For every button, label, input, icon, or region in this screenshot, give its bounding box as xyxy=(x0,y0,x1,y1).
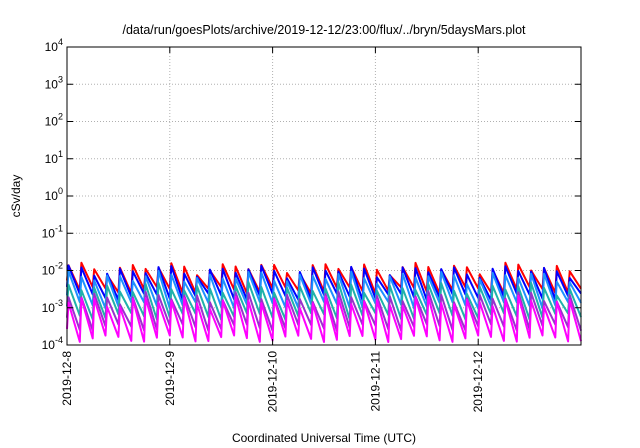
y-tick-label: 10-2 xyxy=(42,261,63,278)
x-tick-label: 2019-12-9 xyxy=(163,351,177,406)
y-tick-label: 103 xyxy=(45,74,63,91)
chart-title: /data/run/goesPlots/archive/2019-12-12/2… xyxy=(122,23,526,37)
x-tick-label: 2019-12-10 xyxy=(266,351,280,413)
y-tick-label: 101 xyxy=(45,149,63,166)
series-line xyxy=(66,294,582,343)
y-tick-label: 100 xyxy=(45,186,63,203)
x-axis-label: Coordinated Universal Time (UTC) xyxy=(232,431,416,445)
x-tick-label: 2019-12-8 xyxy=(60,351,74,406)
y-axis-label: cSv/day xyxy=(9,175,23,218)
y-tick-label: 10-3 xyxy=(42,298,63,315)
x-axis: 2019-12-8 2019-12-9 2019-12-10 2019-12-11 20… xyxy=(60,47,485,412)
y-tick-label: 10-1 xyxy=(42,223,63,240)
y-tick-label: 10-4 xyxy=(42,335,63,352)
y-axis: 10-4 10-3 10-2 10-1 100 101 102 103 104 xyxy=(42,37,581,352)
y-tick-label: 102 xyxy=(45,112,63,129)
y-tick-label: 104 xyxy=(45,37,63,54)
x-tick-label: 2019-12-11 xyxy=(368,351,382,412)
series-layer xyxy=(66,261,582,343)
x-tick-label: 2019-12-12 xyxy=(471,351,485,413)
